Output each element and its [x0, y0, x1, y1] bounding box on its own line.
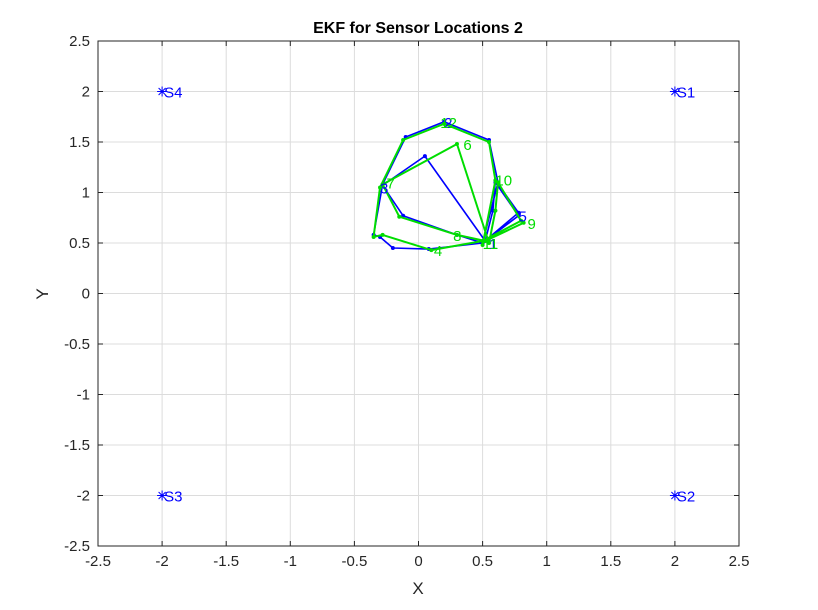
x-tick-label: 2 [671, 553, 679, 570]
y-tick-label: 2 [82, 84, 90, 101]
step-label: 2 [444, 115, 452, 132]
series-line-2 [372, 122, 525, 252]
step-label: 11 [483, 236, 499, 253]
series-2-point [429, 248, 434, 253]
series-2-point [521, 220, 526, 225]
y-tick-label: -2 [77, 488, 90, 505]
series-2-point [371, 234, 376, 239]
x-tick-label: -2 [155, 553, 168, 570]
step-label: 12 [440, 115, 457, 132]
step-label: 10 [495, 172, 512, 189]
series-2-point [397, 214, 402, 219]
x-tick-label: 0 [414, 553, 422, 570]
series-2-point [380, 182, 385, 187]
y-tick-label: 0.5 [69, 235, 90, 252]
sensor-marker [157, 490, 168, 501]
series-2-point [487, 241, 492, 245]
step-label: 6 [463, 137, 471, 154]
sensor-label: S3 [164, 489, 182, 506]
sensor-label: S4 [164, 85, 182, 102]
series-2-point [483, 238, 488, 243]
y-tick-label: -1.5 [64, 437, 90, 454]
step-label: 5 [518, 209, 526, 226]
series-1-point [422, 154, 427, 159]
sensor-marker [669, 490, 680, 501]
series-2-point [454, 142, 459, 147]
step-label: 9 [527, 216, 535, 233]
y-tick-label: -0.5 [64, 336, 90, 353]
step-label: 7 [386, 175, 394, 192]
sensor-markers: S1 S2 S3 S4 [157, 85, 695, 506]
sensor-label: S2 [677, 489, 695, 506]
y-tick-label: 1 [82, 185, 90, 202]
series-2-point [401, 137, 406, 142]
x-tick-label: 1 [543, 553, 551, 570]
series-line-1 [372, 121, 520, 250]
x-axis-label: X [412, 579, 423, 598]
series-2-point [487, 140, 492, 144]
x-tick-label: -0.5 [341, 553, 367, 570]
x-tick-label: 0.5 [472, 553, 493, 570]
step-label: 1 [489, 236, 497, 253]
series-2-point [493, 208, 498, 213]
series-1-point [390, 246, 395, 251]
y-tick-label: 0 [82, 286, 90, 303]
x-tick-label: -1.5 [213, 553, 239, 570]
axis-ticks: -2.5 -2 -1.5 -1 -0.5 0 0.5 1 1.5 2 2.5 -2.5 -2 -1.5 -1… [64, 33, 749, 570]
chart-title: EKF for Sensor Locations 2 [313, 20, 523, 37]
sensor-marker [157, 86, 168, 97]
series-2-point [454, 232, 459, 237]
y-tick-label: -2.5 [64, 538, 90, 555]
series-2-point [480, 243, 485, 248]
series-lines [371, 119, 526, 253]
sensor-label: S1 [677, 85, 695, 102]
y-tick-label: 2.5 [69, 33, 90, 50]
x-tick-label: -1 [284, 553, 297, 570]
y-axis-label: Y [33, 288, 52, 299]
series-2-point [495, 180, 500, 185]
series-2-point [378, 185, 383, 190]
sensor-marker [669, 86, 680, 97]
step-label: 4 [434, 243, 442, 260]
x-tick-label: -2.5 [85, 553, 111, 570]
x-tick-label: 2.5 [729, 553, 750, 570]
series-2-point [380, 232, 385, 237]
x-tick-label: 1.5 [600, 553, 621, 570]
step-label: 3 [380, 180, 388, 197]
y-tick-label: -1 [77, 387, 90, 404]
series-2-point [442, 121, 447, 126]
step-label: 8 [453, 228, 461, 245]
y-tick-label: 1.5 [69, 134, 90, 151]
